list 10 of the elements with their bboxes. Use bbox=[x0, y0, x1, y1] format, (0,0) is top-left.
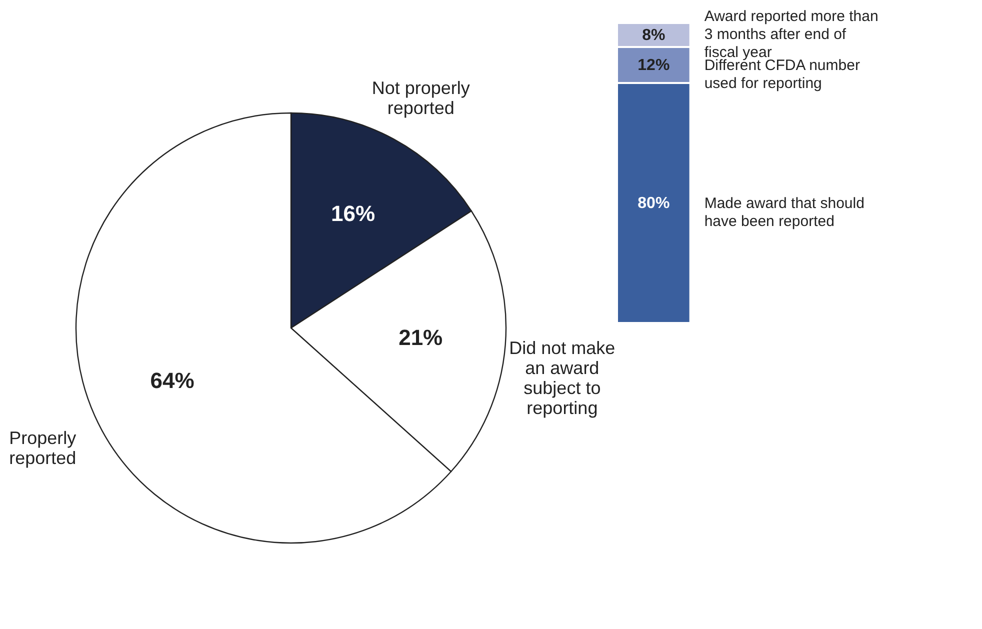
slice-label: Properly reported bbox=[9, 428, 76, 468]
data-label: 16% bbox=[331, 200, 376, 226]
data-label: 21% bbox=[398, 325, 443, 350]
data-label: 8% bbox=[642, 27, 666, 44]
slice-label: Did not make an award subject to reporting bbox=[509, 338, 616, 418]
slice-label: Not properly reported bbox=[372, 78, 470, 118]
data-label: 64% bbox=[150, 368, 194, 393]
series-label: Made award that should have been reported bbox=[704, 195, 864, 230]
data-label: 80% bbox=[638, 195, 670, 212]
data-label: 12% bbox=[638, 57, 670, 74]
